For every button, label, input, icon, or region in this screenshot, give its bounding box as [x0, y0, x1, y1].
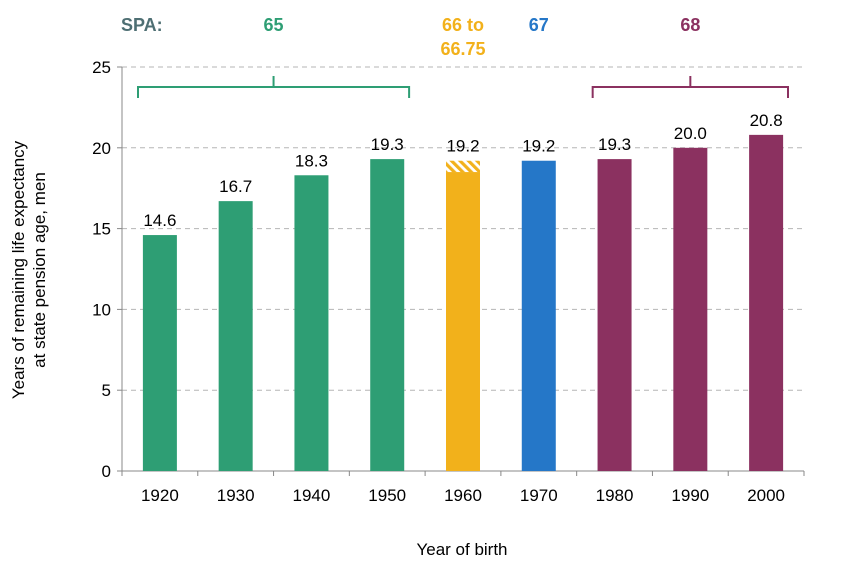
bar-1950 [370, 159, 405, 471]
y-axis-title: Years of remaining life expectancy at st… [9, 140, 49, 399]
bar-1940 [294, 175, 329, 471]
value-label-1950: 19.3 [371, 135, 404, 154]
bars [142, 134, 784, 472]
value-label-1970: 19.2 [522, 137, 555, 156]
bar-hatched-segment-1960 [446, 160, 480, 173]
spa-prefix-label: SPA: [121, 15, 163, 35]
value-label-1980: 19.3 [598, 135, 631, 154]
spa-header: SPA: 65 66 to 66.75 67 68 [121, 15, 700, 59]
x-tick-label-1950: 1950 [368, 486, 406, 505]
x-tick-label-1970: 1970 [520, 486, 558, 505]
y-tick-label: 25 [92, 58, 111, 77]
spa-bracket-65 [137, 76, 411, 98]
value-label-1990: 20.0 [674, 124, 707, 143]
y-tick-label: 0 [102, 462, 111, 481]
spa-group-label: 67 [529, 15, 549, 35]
bar-1960 [446, 172, 480, 472]
x-axis-title: Year of birth [416, 540, 507, 559]
x-tick-label-1940: 1940 [293, 486, 331, 505]
value-label-2000: 20.8 [750, 111, 783, 130]
y-tick-label: 10 [92, 300, 111, 319]
y-tick-label: 5 [102, 381, 111, 400]
bar-1920 [142, 235, 177, 471]
value-label-1960: 19.2 [446, 137, 479, 156]
x-tick-label-1930: 1930 [217, 486, 255, 505]
spa-group-label: 65 [264, 15, 284, 35]
spa-group-label: 68 [680, 15, 700, 35]
x-tick-label-1980: 1980 [596, 486, 634, 505]
x-tick-label-1920: 1920 [141, 486, 179, 505]
value-label-1940: 18.3 [295, 151, 328, 170]
x-tick-label-1990: 1990 [671, 486, 709, 505]
spa-group-label-line2: 66.75 [440, 39, 485, 59]
y-tick-label: 20 [92, 139, 111, 158]
y-axis-title-line2: at state pension age, men [30, 172, 49, 368]
spa-bracket-68 [591, 76, 789, 98]
x-tick-label-2000: 2000 [747, 486, 785, 505]
value-labels: 14.6 16.7 18.3 19.3 19.2 19.2 19.3 20.0 20.8 [143, 111, 782, 230]
bar-1930 [218, 201, 253, 472]
x-tick-label-1960: 1960 [444, 486, 482, 505]
spa-group-label: 66 to [442, 15, 484, 35]
spa-brackets [137, 76, 789, 98]
bar-1970 [521, 160, 556, 471]
value-label-1930: 16.7 [219, 177, 252, 196]
bar-2000 [749, 134, 784, 471]
y-axis-title-line1: Years of remaining life expectancy [9, 140, 28, 399]
bar-1980 [597, 159, 632, 471]
value-label-1920: 14.6 [143, 211, 176, 230]
y-tick-label: 15 [92, 220, 111, 239]
bar-1990 [673, 147, 708, 472]
